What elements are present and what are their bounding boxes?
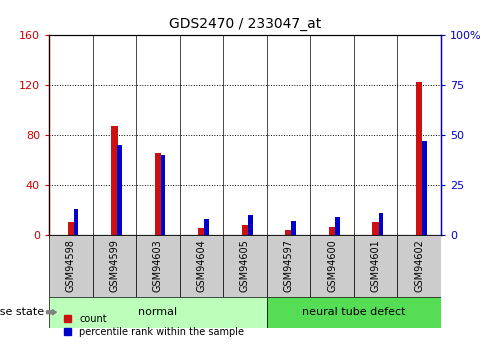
Bar <box>397 235 441 297</box>
Bar <box>372 222 379 235</box>
Bar <box>292 220 296 235</box>
Bar <box>204 219 209 235</box>
Text: GSM94604: GSM94604 <box>196 239 206 292</box>
Bar <box>335 217 340 235</box>
Text: GSM94605: GSM94605 <box>240 239 250 292</box>
Bar <box>379 213 383 235</box>
Bar <box>198 228 205 235</box>
Bar <box>111 126 118 235</box>
Bar <box>136 235 180 297</box>
Bar <box>329 227 335 235</box>
Bar <box>68 222 74 235</box>
Text: GSM94603: GSM94603 <box>153 239 163 292</box>
Bar <box>74 209 78 235</box>
Bar <box>180 235 223 297</box>
Bar <box>354 235 397 297</box>
Bar <box>248 215 252 235</box>
Legend: count, percentile rank within the sample: count, percentile rank within the sample <box>64 314 244 337</box>
Bar <box>49 235 93 297</box>
Text: GSM94597: GSM94597 <box>284 239 294 292</box>
Bar <box>422 140 427 235</box>
Bar <box>416 82 422 235</box>
Bar <box>49 297 267 328</box>
Text: neural tube defect: neural tube defect <box>302 307 406 317</box>
Text: GSM94602: GSM94602 <box>414 239 424 292</box>
Text: GSM94598: GSM94598 <box>66 239 76 292</box>
Text: GSM94601: GSM94601 <box>370 239 381 292</box>
Text: GSM94600: GSM94600 <box>327 239 337 292</box>
Bar <box>310 235 354 297</box>
Text: normal: normal <box>138 307 177 317</box>
Bar <box>242 225 248 235</box>
Bar <box>267 297 441 328</box>
Bar <box>155 153 161 235</box>
Bar <box>267 235 310 297</box>
Bar <box>93 235 136 297</box>
Title: GDS2470 / 233047_at: GDS2470 / 233047_at <box>169 17 321 31</box>
Bar <box>223 235 267 297</box>
Bar <box>117 145 122 235</box>
Bar <box>285 230 292 235</box>
Text: disease state: disease state <box>0 307 44 317</box>
Text: GSM94599: GSM94599 <box>109 239 120 292</box>
Bar <box>161 155 166 235</box>
